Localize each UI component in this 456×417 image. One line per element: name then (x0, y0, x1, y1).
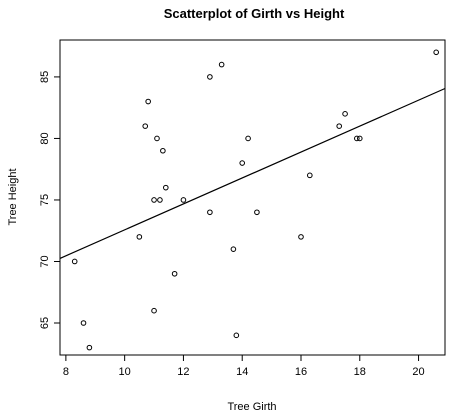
scatter-point (163, 184, 169, 191)
scatter-point (298, 234, 304, 240)
data-points (71, 49, 439, 351)
scatter-point (336, 123, 342, 129)
y-axis-label: Tree Height (7, 168, 19, 225)
scatter-point (207, 209, 213, 216)
y-tick-label: 85 (39, 71, 51, 83)
x-tick-label: 20 (412, 366, 424, 378)
scatter-point (80, 320, 87, 326)
scatter-point (233, 332, 240, 339)
x-tick-label: 12 (177, 366, 189, 378)
scatter-point (354, 135, 360, 142)
y-tick-label: 75 (39, 194, 51, 206)
scatter-point (180, 197, 187, 203)
x-tick-label: 14 (236, 366, 248, 378)
scatter-point (151, 307, 157, 314)
x-tick-label: 16 (295, 366, 307, 378)
scatter-point (171, 270, 178, 277)
scatter-point (356, 135, 363, 142)
y-tick-label: 80 (39, 132, 51, 144)
x-axis-label: Tree Girth (227, 401, 276, 413)
scatter-point (154, 135, 160, 142)
regression-line (59, 87, 446, 259)
scatter-point (142, 123, 149, 129)
scatter-point (218, 61, 225, 68)
y-tick-label: 65 (39, 317, 51, 329)
scatter-point (245, 135, 251, 142)
scatter-point (342, 111, 348, 117)
scatter-point (230, 246, 237, 252)
chart-title: Scatterplot of Girth vs Height (164, 6, 345, 21)
plot-area (59, 39, 446, 356)
scatter-point (207, 74, 213, 80)
plot-frame (59, 39, 446, 356)
scatter-point (307, 172, 313, 179)
y-axis: 65 70 75 80 85 (39, 71, 60, 329)
scatter-point (145, 98, 151, 105)
x-tick-label: 10 (119, 366, 131, 378)
y-tick-label: 70 (39, 255, 51, 267)
scatter-point (433, 49, 439, 56)
fit-line-group (59, 87, 446, 259)
scatter-point (71, 258, 78, 265)
scatter-point (86, 344, 93, 351)
scatter-point (160, 147, 166, 154)
scatter-point (157, 197, 163, 203)
x-axis: 8 10 12 14 16 18 20 (63, 355, 425, 378)
x-tick-label: 8 (63, 366, 69, 378)
scatter-point (151, 197, 157, 203)
x-tick-label: 18 (354, 366, 366, 378)
scatter-point (254, 209, 260, 216)
scatter-point (239, 160, 246, 166)
scatter-point (136, 234, 143, 240)
